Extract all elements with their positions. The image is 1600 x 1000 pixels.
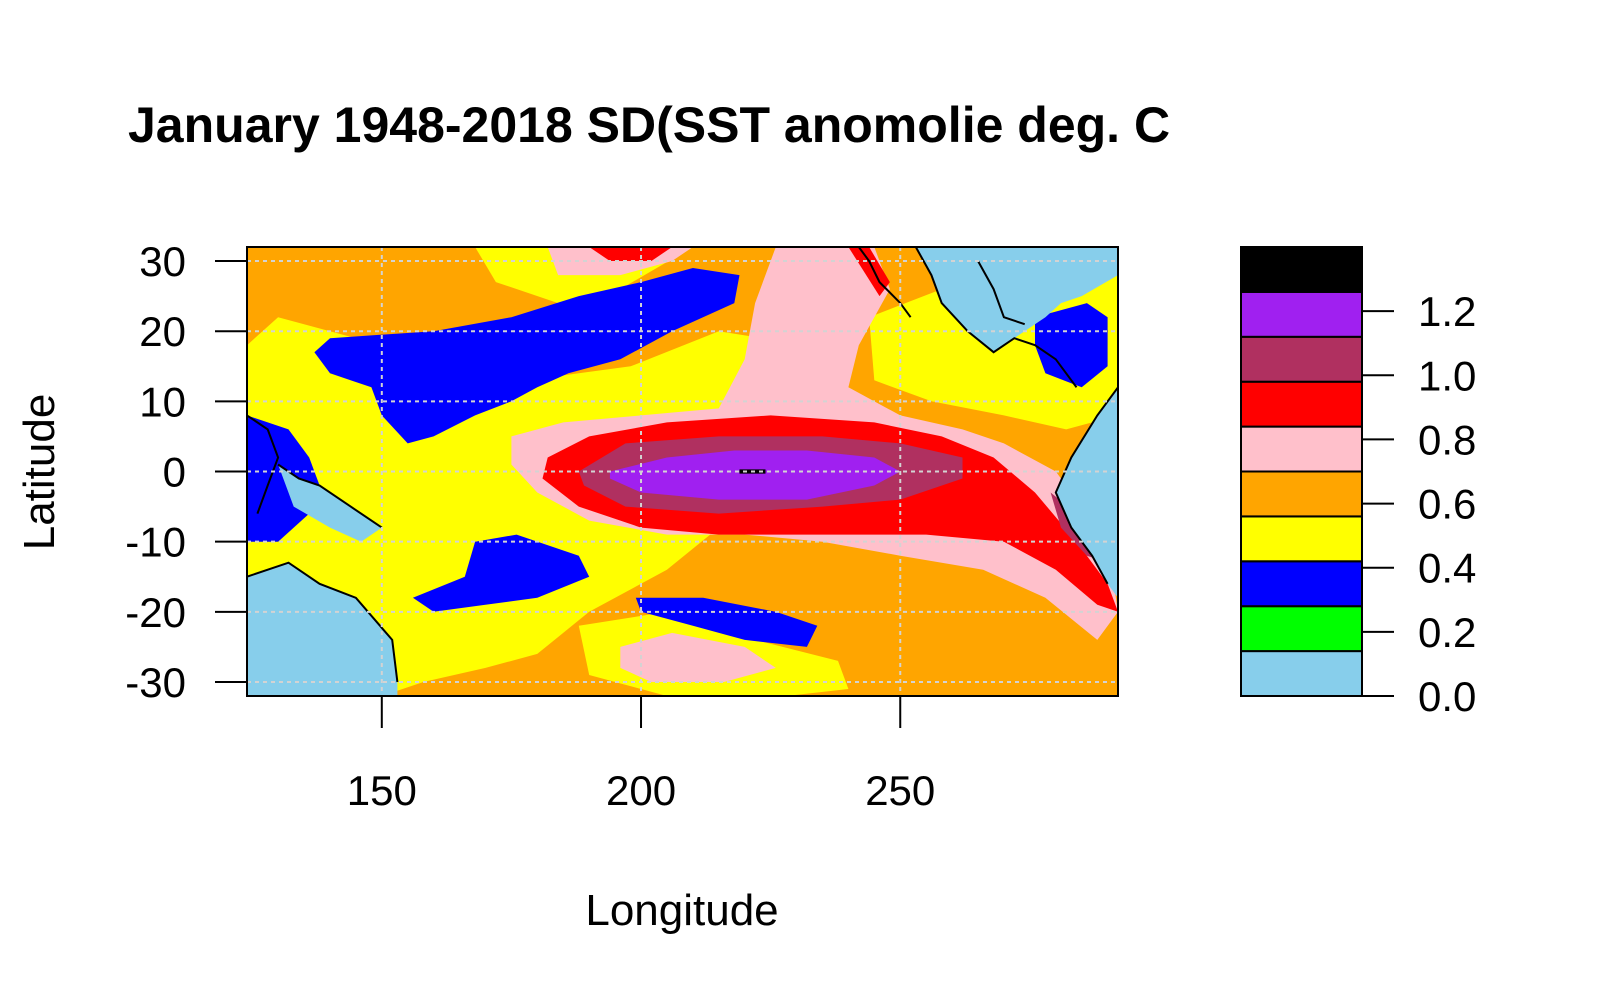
- legend-swatch-6: [1240, 380, 1363, 428]
- legend-swatch-0: [1240, 650, 1363, 697]
- legend-swatch-1: [1240, 605, 1363, 653]
- y-tick-label-0: 30: [139, 238, 186, 285]
- legend-swatch-7: [1240, 335, 1363, 383]
- legend-tick-label-3: 0.6: [1418, 481, 1476, 528]
- y-tick-label-4: -10: [125, 519, 186, 566]
- coastline-0: [247, 414, 280, 514]
- contour-region-5: [314, 268, 740, 444]
- x-axis-label: Longitude: [585, 886, 778, 935]
- legend-tick-label-6: 1.2: [1418, 288, 1476, 335]
- legend-tick-label-4: 0.8: [1418, 416, 1476, 463]
- color-legend: 0.0 0.2 0.4 0.6 0.8 1.0 1.2: [1240, 246, 1476, 720]
- legend-swatch-5: [1240, 425, 1363, 473]
- contour-region-15: [848, 247, 890, 297]
- x-tick-label-2: 250: [865, 767, 935, 814]
- map-plot-area: [247, 247, 1118, 696]
- y-axis-label: Latitude: [15, 394, 64, 551]
- contour-region-20: [247, 562, 398, 696]
- legend-tick-label-0: 0.0: [1418, 673, 1476, 720]
- coastline-2: [247, 561, 399, 683]
- contour-region-23: [1055, 387, 1118, 598]
- contour-region-9: [1035, 303, 1108, 388]
- legend-swatch-3: [1240, 515, 1363, 563]
- y-tick-label-3: 0: [163, 449, 186, 496]
- contour-region-21: [278, 464, 382, 542]
- contour-region-12: [620, 632, 776, 682]
- y-tick-label-1: 20: [139, 308, 186, 355]
- legend-tick-label-5: 1.0: [1418, 352, 1476, 399]
- y-tick-label-6: -30: [125, 659, 186, 706]
- x-tick-label-0: 150: [347, 767, 417, 814]
- coastline-4: [914, 247, 1078, 388]
- legend-swatch-9: [1240, 246, 1363, 293]
- contour-region-18: [609, 450, 901, 500]
- y-tick-label-2: 10: [139, 378, 186, 425]
- coastline-5: [1054, 386, 1118, 585]
- contour-region-14: [589, 247, 673, 261]
- coastline-6: [977, 260, 1026, 326]
- x-tick-label-1: 200: [606, 767, 676, 814]
- contour-region-22: [915, 247, 1118, 353]
- contour-region-7: [412, 534, 590, 612]
- legend-tick-label-1: 0.2: [1418, 609, 1476, 656]
- legend-swatch-4: [1240, 470, 1363, 518]
- legend-swatch-2: [1240, 560, 1363, 608]
- contour-region-8: [635, 597, 818, 647]
- axes: 30 20 10 0 -10 -20 -30 150 200 250: [125, 238, 935, 814]
- chart-title: January 1948-2018 SD(SST anomolie deg. C: [128, 97, 1170, 153]
- y-tick-label-5: -20: [125, 589, 186, 636]
- legend-swatch-8: [1240, 290, 1363, 338]
- coastline-1: [277, 463, 383, 529]
- coastline-3: [857, 247, 912, 318]
- legend-tick-label-2: 0.4: [1418, 545, 1476, 592]
